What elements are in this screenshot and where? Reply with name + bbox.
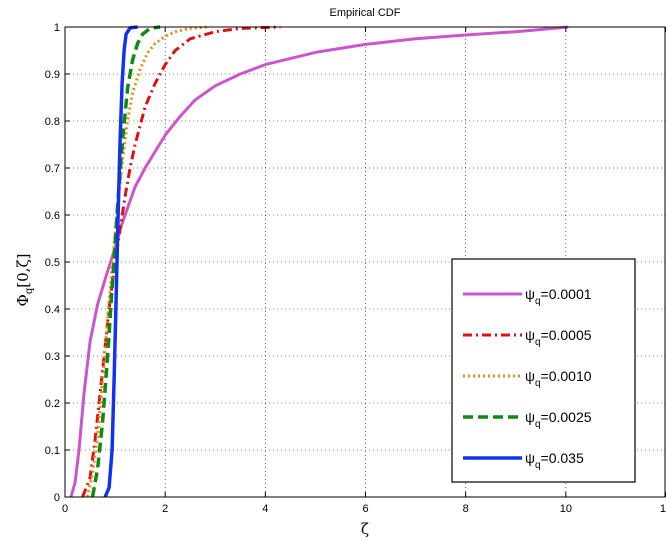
grid-lines	[65, 27, 666, 497]
series-line-4	[90, 25, 161, 498]
legend-value: =0.035	[541, 450, 584, 466]
legend-value: =0.0010	[541, 368, 592, 384]
y-tick-label: 0	[54, 492, 60, 504]
y-tick-label: 0.7	[45, 163, 60, 175]
y-axis-label: Φq[0,ζ]	[14, 254, 35, 307]
x-tick-label: 12	[660, 503, 666, 515]
chart-title: Empirical CDF	[330, 7, 401, 19]
legend-value: =0.0001	[541, 286, 592, 302]
y-tick-label: 0.6	[45, 210, 60, 222]
legend: ψq=0.0001ψq=0.0005ψq=0.0010ψq=0.0025ψq=0…	[451, 258, 636, 483]
series-line-5	[103, 25, 138, 498]
x-tick-label: 0	[62, 503, 68, 515]
legend-label-1: ψq=0.0001	[525, 286, 592, 307]
y-tick-label: 0.4	[45, 304, 60, 316]
y-tick-label: 1	[54, 22, 60, 34]
svg-text:Φq[0,ζ]: Φq[0,ζ]	[14, 254, 35, 307]
legend-symbol: ψ	[525, 286, 535, 302]
x-tick-label: 2	[162, 503, 168, 515]
legend-label-2: ψq=0.0005	[525, 327, 592, 348]
legend-label-5: ψq=0.035	[525, 450, 584, 471]
y-label-sub: q	[24, 287, 35, 294]
y-tick-label: 0.8	[45, 116, 60, 128]
series-lines	[69, 25, 569, 498]
y-tick-label: 0.9	[45, 69, 60, 81]
legend-subscript: q	[535, 378, 541, 389]
legend-symbol: ψ	[525, 409, 535, 425]
series-line-1	[69, 25, 569, 498]
legend-value: =0.0005	[541, 327, 592, 343]
x-tick-label: 10	[560, 503, 572, 515]
legend-symbol: ψ	[525, 450, 535, 466]
legend-symbol: ψ	[525, 368, 535, 384]
legend-subscript: q	[535, 296, 541, 307]
legend-subscript: q	[535, 337, 541, 348]
legend-subscript: q	[535, 419, 541, 430]
tick-labels: 0 2 4 6 8 10 12 0 0.1 0.2 0.3 0.4 0.5 0.6 0.7 0.8 0.9 1	[45, 22, 666, 515]
axis-ticks	[64, 26, 666, 498]
legend-symbol: ψ	[525, 327, 535, 343]
x-tick-label: 6	[362, 503, 368, 515]
legend-label-3: ψq=0.0010	[525, 368, 592, 389]
x-axis-label: ζ	[361, 520, 369, 538]
legend-label-4: ψq=0.0025	[525, 409, 592, 430]
series-line-2	[81, 25, 281, 498]
x-tick-label: 4	[262, 503, 268, 515]
y-tick-label: 0.5	[45, 257, 60, 269]
x-tick-label: 8	[463, 503, 469, 515]
legend-box	[451, 258, 636, 483]
y-label-main: Φ	[14, 294, 32, 306]
y-tick-label: 0.3	[45, 351, 60, 363]
y-tick-label: 0.1	[45, 445, 60, 457]
y-tick-label: 0.2	[45, 398, 60, 410]
legend-value: =0.0025	[541, 409, 592, 425]
legend-subscript: q	[535, 460, 541, 471]
y-label-args: [0,ζ]	[14, 254, 32, 288]
